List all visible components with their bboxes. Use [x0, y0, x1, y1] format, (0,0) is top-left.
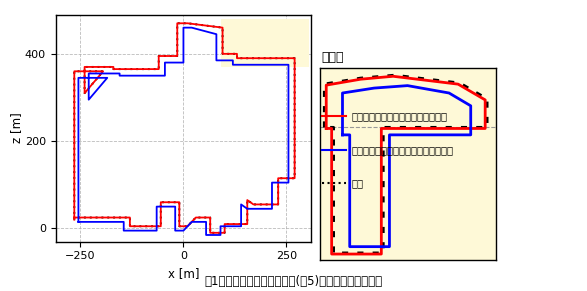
- Text: 図1：車載公開データセット(注5)での運動軌跡の比較: 図1：車載公開データセット(注5)での運動軌跡の比較: [204, 275, 383, 288]
- Text: 開発手法（適応的にセンサを切替）: 開発手法（適応的にセンサを切替）: [351, 111, 447, 121]
- Y-axis label: z [m]: z [m]: [11, 113, 23, 143]
- Text: 拡大図: 拡大図: [322, 51, 344, 64]
- Text: 真値: 真値: [351, 178, 363, 188]
- X-axis label: x [m]: x [m]: [168, 267, 199, 280]
- Text: 比較手法（全てのセンサを常に利用）: 比較手法（全てのセンサを常に利用）: [351, 145, 453, 155]
- Bar: [221, 19, 309, 67]
